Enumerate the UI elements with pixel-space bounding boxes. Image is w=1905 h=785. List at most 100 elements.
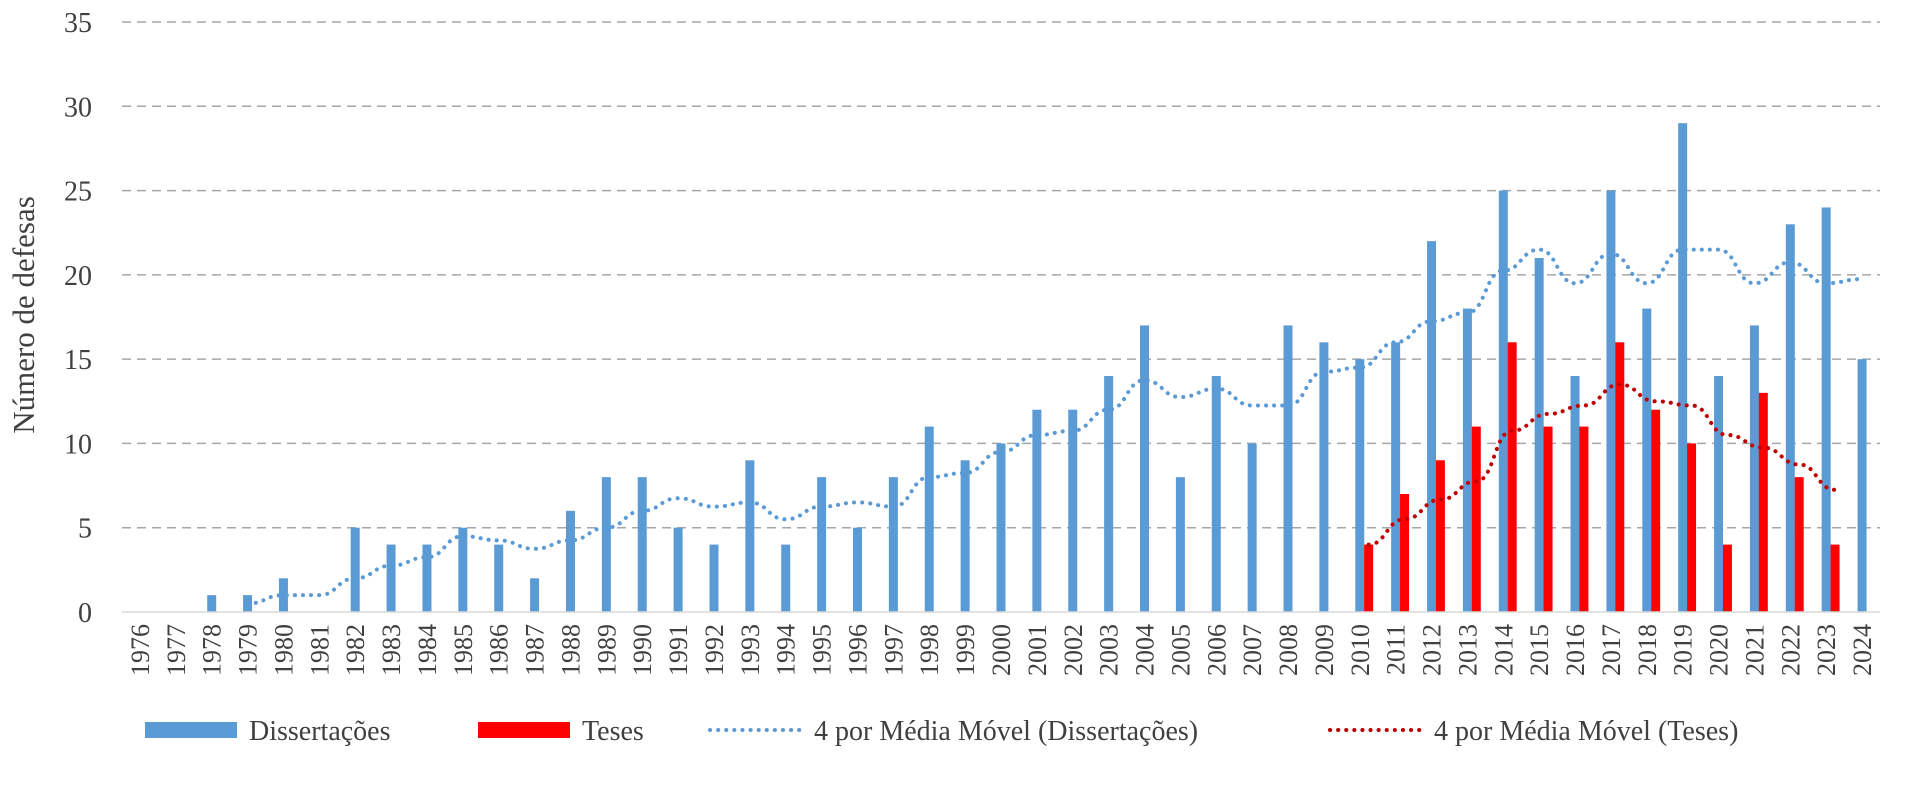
bar-dissertacoes [745, 460, 755, 612]
bar-dissertacoes [1427, 241, 1437, 612]
y-tick-label: 25 [64, 177, 92, 208]
x-tick-label: 1991 [664, 624, 693, 676]
x-tick-label: 2008 [1274, 624, 1303, 676]
bar-teses [1364, 544, 1374, 612]
x-tick-label: 1993 [736, 624, 765, 676]
bar-teses [1435, 460, 1445, 612]
moving-average-lines [245, 247, 1865, 606]
bar-dissertacoes [422, 544, 432, 612]
bar-dissertacoes [1821, 207, 1831, 612]
bar-teses [1758, 392, 1768, 612]
x-tick-label: 1987 [521, 624, 550, 676]
bar-dissertacoes [709, 544, 719, 612]
x-tick-label: 2006 [1202, 624, 1231, 676]
bar-dissertacoes [1785, 224, 1795, 613]
bar-dissertacoes [924, 426, 934, 612]
bar-dissertacoes [673, 527, 683, 612]
x-tick-label: 2007 [1238, 624, 1267, 676]
x-tick-label: 2002 [1059, 624, 1088, 676]
x-tick-label: 2024 [1848, 624, 1877, 676]
bar-dissertacoes [1391, 342, 1401, 612]
bar-dissertacoes [888, 477, 898, 612]
y-axis-ticks: 0 5 10 15 20 25 30 35 [64, 8, 92, 629]
x-tick-label: 1992 [700, 624, 729, 676]
x-tick-label: 1994 [772, 624, 801, 676]
moving-average-dissertacoes [245, 247, 1865, 606]
bar-dissertacoes [1534, 258, 1544, 612]
bar-dissertacoes [1247, 443, 1257, 612]
bar-dissertacoes [1140, 325, 1150, 612]
x-tick-label: 2018 [1633, 624, 1662, 676]
bar-dissertacoes [1462, 308, 1472, 612]
x-tick-label: 1976 [126, 624, 155, 676]
legend-label: Dissertações [249, 716, 391, 747]
legend-swatch [145, 722, 237, 738]
x-tick-label: 1984 [413, 624, 442, 676]
x-tick-label: 1981 [305, 624, 334, 676]
x-tick-label: 1997 [879, 624, 908, 676]
bar-dissertacoes [1032, 409, 1042, 612]
gridlines [122, 21, 1880, 529]
bar-dissertacoes [1104, 376, 1114, 612]
x-axis-ticks: 1976 1977 1978 1979 1980 1981 1982 1983 1984 1985… [126, 624, 1877, 676]
x-tick-label: 2005 [1166, 624, 1195, 676]
bar-dissertacoes [1857, 359, 1867, 612]
x-tick-label: 1982 [341, 624, 370, 676]
bar-dissertacoes [458, 527, 468, 612]
x-tick-label: 1986 [485, 624, 514, 676]
x-tick-label: 1985 [449, 624, 478, 676]
bar-dissertacoes [1283, 325, 1293, 612]
x-tick-label: 1995 [808, 624, 837, 676]
bar-teses [1830, 544, 1840, 612]
bar-dissertacoes [1642, 308, 1652, 612]
y-tick-label: 5 [78, 514, 92, 545]
x-tick-label: 1977 [162, 624, 191, 676]
legend-label: 4 por Média Móvel (Dissertações) [814, 716, 1198, 747]
x-tick-label: 2011 [1382, 624, 1411, 675]
x-tick-label: 2023 [1812, 624, 1841, 676]
bar-teses [1794, 477, 1804, 612]
x-tick-label: 2013 [1453, 624, 1482, 676]
x-tick-label: 1989 [592, 624, 621, 676]
x-tick-label: 2010 [1346, 624, 1375, 676]
bar-dissertacoes [494, 544, 504, 612]
bar-teses [1507, 342, 1517, 612]
bar-teses [1615, 342, 1625, 612]
bar-dissertacoes [565, 510, 575, 612]
bar-dissertacoes [996, 443, 1006, 612]
legend: Dissertações Teses 4 por Média Móvel (Diss… [145, 716, 1738, 747]
y-tick-label: 10 [64, 429, 92, 460]
bar-dissertacoes [1068, 409, 1078, 612]
x-tick-label: 2004 [1131, 624, 1160, 676]
bar-dissertacoes [1498, 190, 1508, 613]
bar-teses [1471, 426, 1481, 612]
x-tick-label: 1999 [951, 624, 980, 676]
bar-dissertacoes [207, 595, 217, 612]
x-tick-label: 2001 [1023, 624, 1052, 676]
x-tick-label: 2021 [1740, 624, 1769, 676]
bar-dissertacoes [781, 544, 791, 612]
bar-dissertacoes [386, 544, 396, 612]
y-tick-label: 35 [64, 8, 92, 39]
bar-teses [1579, 426, 1589, 612]
x-tick-label: 2019 [1669, 624, 1698, 676]
bar-dissertacoes [1678, 123, 1688, 613]
moving-average-teses [1366, 382, 1838, 547]
bar-dissertacoes [350, 527, 360, 612]
x-tick-label: 2015 [1525, 624, 1554, 676]
bar-dissertacoes [1175, 477, 1185, 612]
x-tick-label: 1988 [556, 624, 585, 676]
x-tick-label: 1998 [915, 624, 944, 676]
x-tick-label: 1996 [843, 624, 872, 676]
bar-teses [1687, 443, 1697, 612]
bar-dissertacoes [817, 477, 827, 612]
bar-teses [1651, 409, 1661, 612]
x-tick-label: 2016 [1561, 624, 1590, 676]
x-tick-label: 2022 [1776, 624, 1805, 676]
bar-dissertacoes [960, 460, 970, 612]
y-tick-label: 20 [64, 261, 92, 292]
legend-swatch [478, 722, 570, 738]
bar-dissertacoes [1355, 359, 1365, 612]
x-tick-label: 2014 [1489, 624, 1518, 676]
